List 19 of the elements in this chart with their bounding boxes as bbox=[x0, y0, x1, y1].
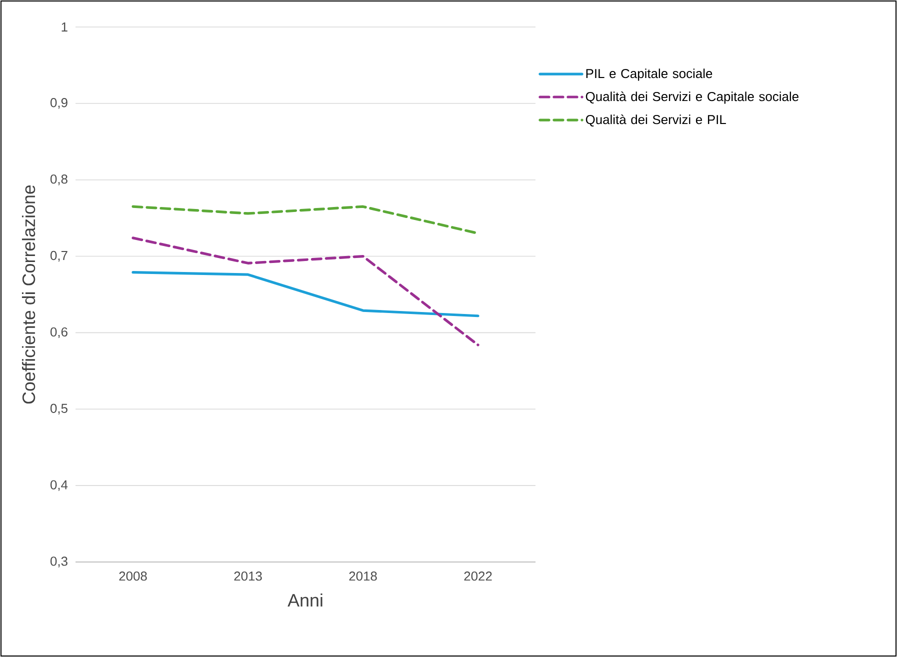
legend-label: PIL e Capitale sociale bbox=[586, 68, 712, 81]
x-tick-label: 2013 bbox=[234, 572, 262, 581]
line-series bbox=[132, 236, 480, 346]
x-tick-label: 2018 bbox=[349, 572, 377, 581]
y-tick-label: 0,6 bbox=[50, 327, 68, 338]
legend-label: Qualità dei Servizi e PIL bbox=[586, 114, 726, 126]
y-axis-title: Coefficiente di Correlazione bbox=[22, 185, 36, 404]
y-tick-label: 0,5 bbox=[50, 404, 68, 414]
y-tick-label: 0,8 bbox=[50, 174, 68, 186]
x-axis-title: Anni bbox=[288, 594, 322, 607]
y-tick-label: 1 bbox=[62, 22, 68, 32]
y-tick-label: 0,9 bbox=[50, 98, 68, 109]
x-tick-label: 2022 bbox=[464, 572, 492, 581]
line-series bbox=[132, 271, 480, 318]
legend-label: Qualità dei Servizi e Capitale sociale bbox=[586, 91, 798, 104]
y-tick-label: 0,3 bbox=[50, 556, 68, 568]
y-tick-label: 0,7 bbox=[50, 250, 68, 262]
y-tick-label: 0,4 bbox=[50, 480, 68, 491]
x-tick-label: 2008 bbox=[119, 572, 147, 581]
